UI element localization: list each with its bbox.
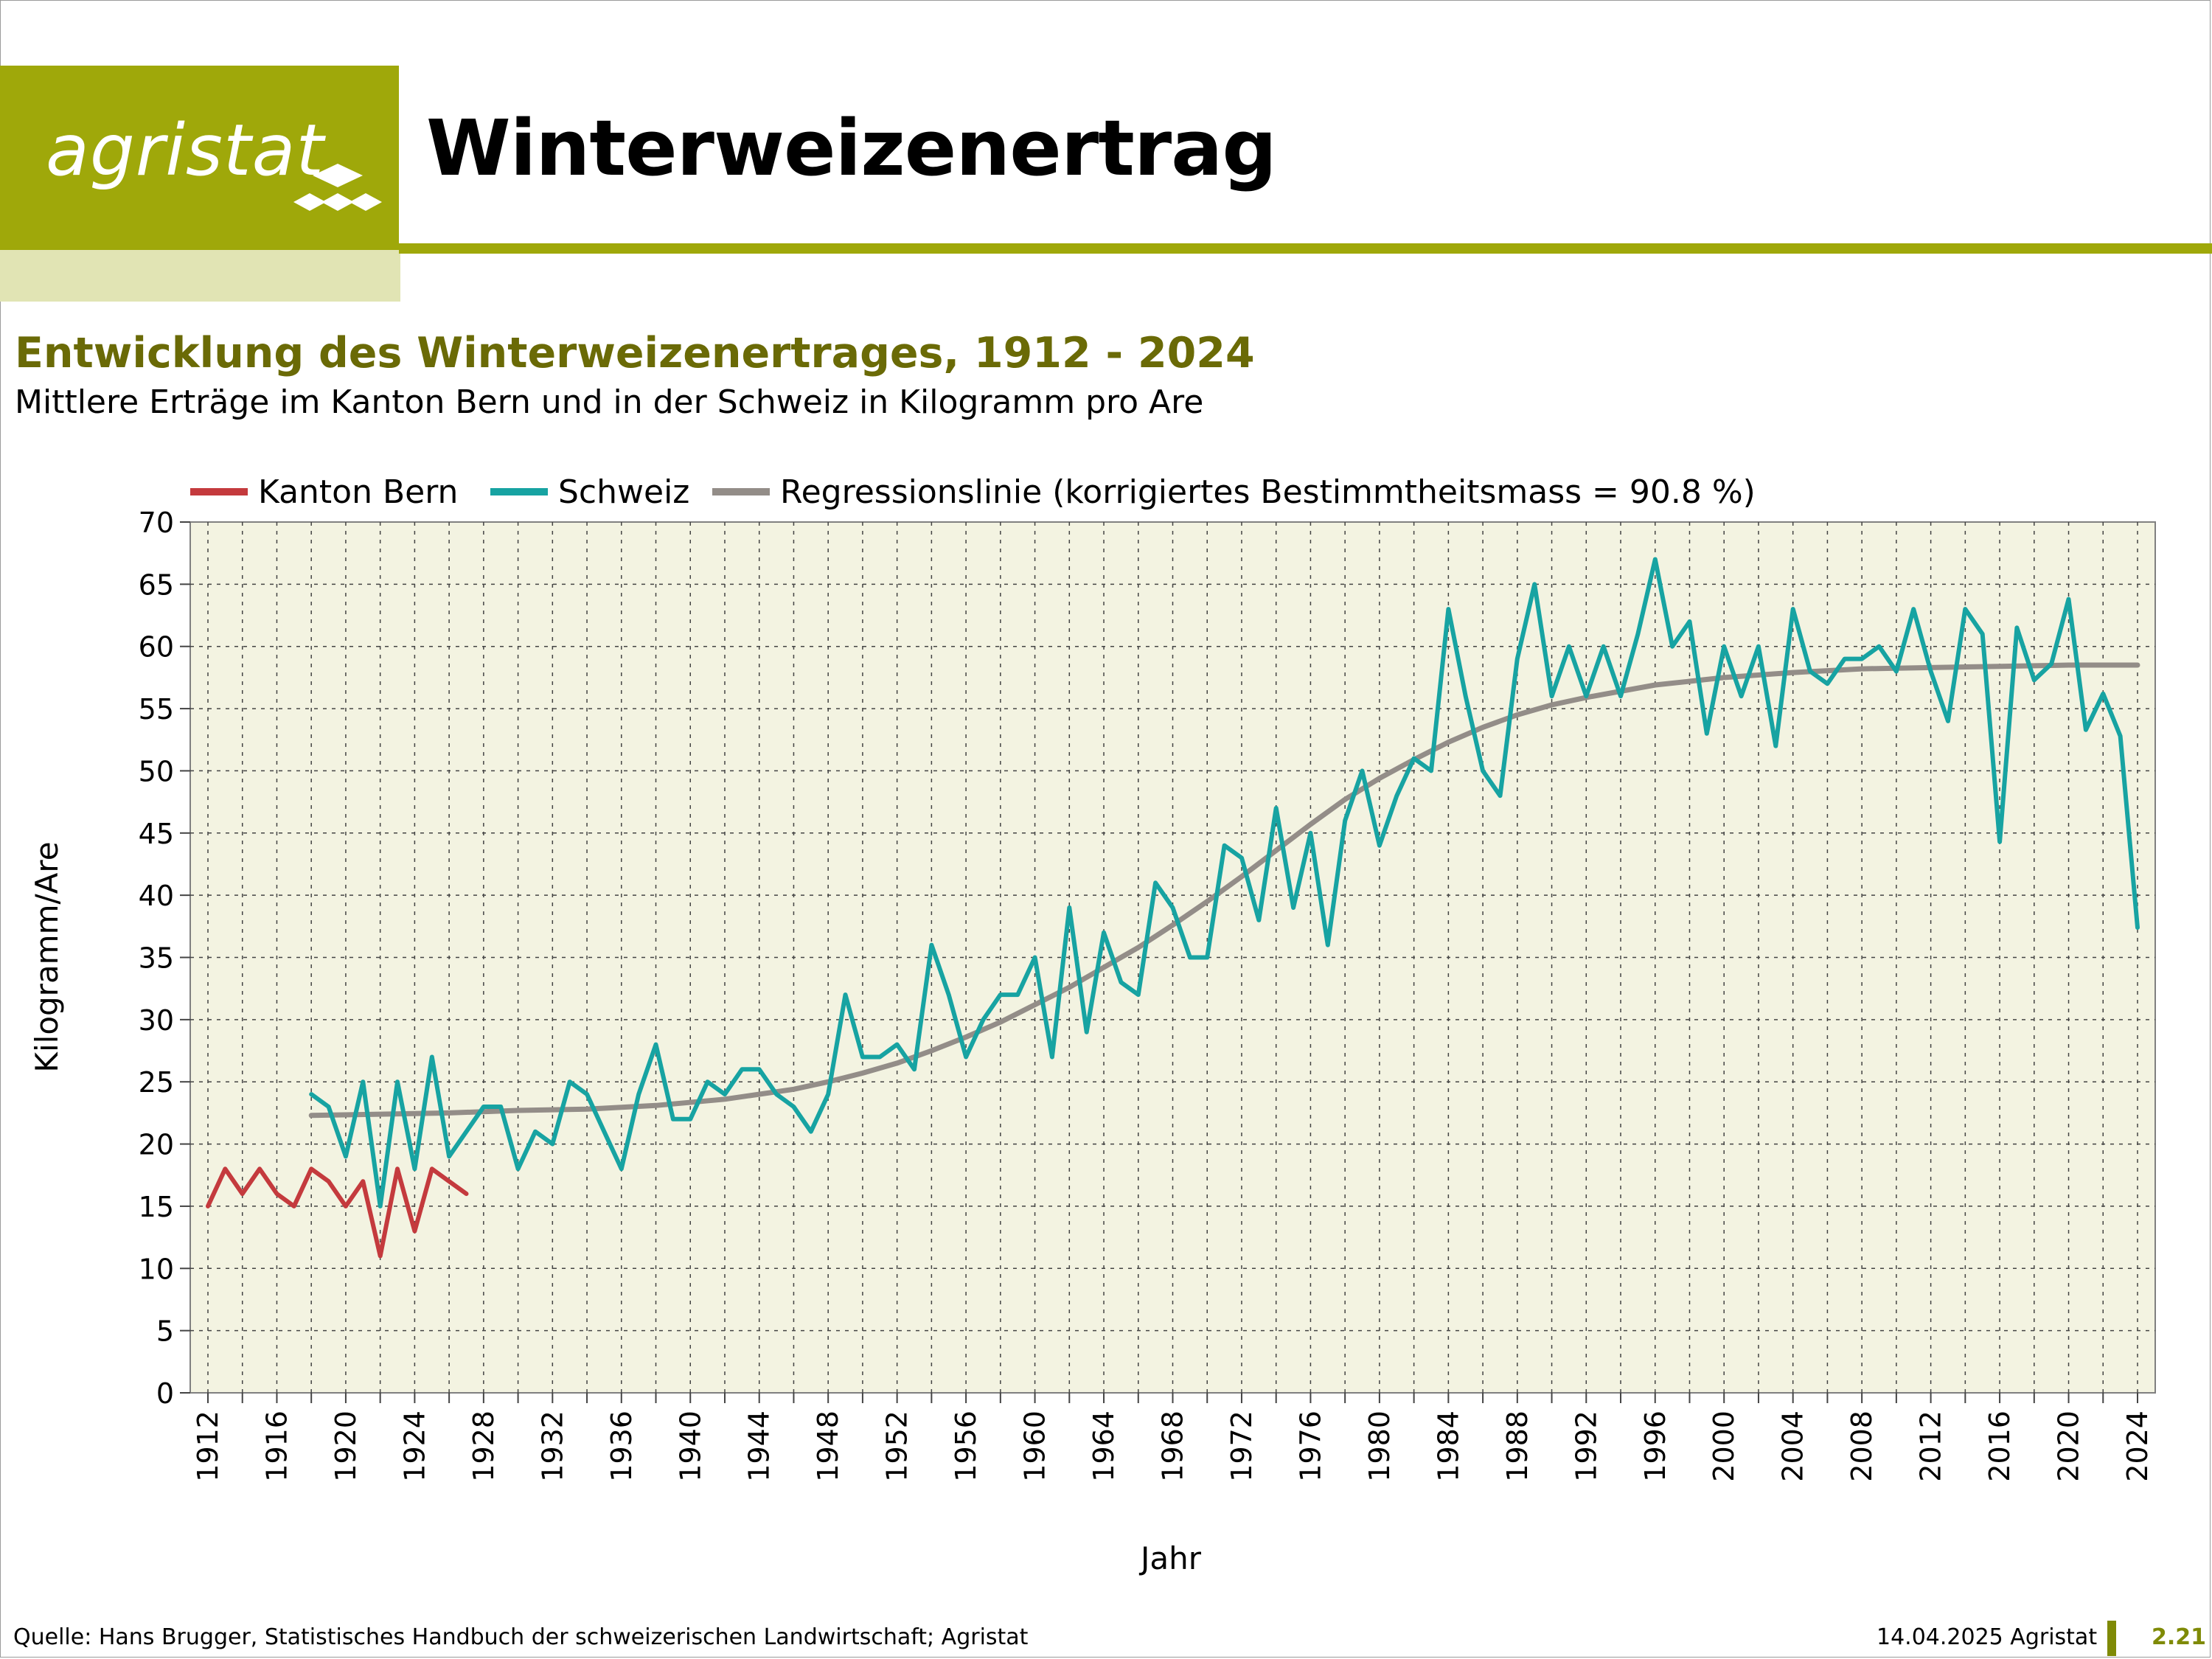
chart-subtitle: Mittlere Erträge im Kanton Bern und in d… xyxy=(15,383,1204,421)
x-tick-label: 1936 xyxy=(605,1411,638,1482)
footer-date: 14.04.2025 Agristat xyxy=(1877,1624,2098,1650)
header-rule xyxy=(399,243,2212,254)
x-tick-label: 2008 xyxy=(1846,1411,1878,1482)
y-tick-label: 40 xyxy=(139,880,174,912)
chart-legend: Kanton Bern Schweiz Regressionslinie (korr… xyxy=(190,473,1756,511)
logo-underlay xyxy=(0,250,400,302)
logo-panel xyxy=(0,66,399,250)
footer-divider xyxy=(2107,1621,2116,1656)
y-tick-label: 0 xyxy=(156,1377,174,1410)
x-tick-label: 1948 xyxy=(812,1411,844,1482)
x-tick-label: 1964 xyxy=(1088,1411,1120,1482)
legend-label: Regressionslinie (korrigiertes Bestimmth… xyxy=(780,473,1756,511)
x-tick-label: 1980 xyxy=(1363,1411,1396,1482)
x-tick-label: 1944 xyxy=(743,1411,776,1482)
y-tick-label: 50 xyxy=(139,755,174,787)
x-tick-label: 2024 xyxy=(2121,1411,2154,1482)
x-tick-label: 2020 xyxy=(2053,1411,2085,1482)
x-tick-label: 1960 xyxy=(1019,1411,1051,1482)
x-tick-label: 1912 xyxy=(192,1411,224,1482)
x-tick-label: 1988 xyxy=(1501,1411,1534,1482)
x-axis-label: Jahr xyxy=(1138,1540,1202,1576)
x-tick-label: 1968 xyxy=(1157,1411,1189,1482)
y-tick-label: 30 xyxy=(139,1004,174,1037)
y-tick-label: 25 xyxy=(139,1066,174,1099)
legend-label: Schweiz xyxy=(558,473,689,511)
y-tick-label: 65 xyxy=(139,568,174,601)
series-line-1 xyxy=(309,557,2140,1208)
series-lines xyxy=(206,557,2140,1259)
y-axis: 0 5 10 15 20 25 30 35 40 45 50 55 60 65 70 xyxy=(139,507,190,1410)
x-tick-label: 1976 xyxy=(1294,1411,1326,1482)
x-tick-label: 1940 xyxy=(674,1411,706,1482)
y-tick-label: 10 xyxy=(139,1253,174,1285)
x-tick-label: 1928 xyxy=(467,1411,500,1482)
page-title: Winterweizenertrag xyxy=(426,103,1277,193)
x-axis: 1912 1916 1920 1924 1928 1932 1936 1940 1944 1948… xyxy=(192,1393,2154,1482)
agristat-logo: agristat xyxy=(46,109,325,192)
y-tick-label: 15 xyxy=(139,1191,174,1223)
x-tick-label: 1924 xyxy=(398,1411,431,1482)
y-axis-label: Kilogramm/Are xyxy=(29,841,65,1072)
logo-diamond-icon xyxy=(293,164,382,211)
y-tick-label: 60 xyxy=(139,631,174,664)
y-tick-label: 45 xyxy=(139,818,174,850)
y-tick-label: 20 xyxy=(139,1129,174,1161)
x-tick-label: 1984 xyxy=(1432,1411,1464,1482)
x-tick-label: 2000 xyxy=(1708,1411,1740,1482)
legend-label: Kanton Bern xyxy=(258,473,458,511)
y-tick-label: 55 xyxy=(139,693,174,726)
series-line-2 xyxy=(308,662,2140,1119)
x-tick-label: 1920 xyxy=(330,1411,362,1482)
x-tick-label: 1996 xyxy=(1639,1411,1672,1482)
y-tick-label: 70 xyxy=(139,507,174,539)
page-number: 2.21 xyxy=(2152,1624,2207,1650)
x-tick-label: 2016 xyxy=(1983,1411,2016,1482)
x-tick-label: 2012 xyxy=(1915,1411,1947,1482)
footer-source: Quelle: Hans Brugger, Statistisches Hand… xyxy=(13,1624,1029,1650)
x-tick-label: 1932 xyxy=(536,1411,568,1482)
x-tick-label: 1952 xyxy=(881,1411,914,1482)
x-tick-label: 1992 xyxy=(1570,1411,1602,1482)
y-tick-label: 35 xyxy=(139,942,174,975)
x-tick-label: 1956 xyxy=(950,1411,982,1482)
y-tick-label: 5 xyxy=(156,1315,174,1348)
x-tick-label: 1972 xyxy=(1225,1411,1258,1482)
x-tick-label: 1916 xyxy=(260,1411,293,1482)
x-tick-label: 2004 xyxy=(1777,1411,1809,1482)
chart-title: Entwicklung des Winterweizenertrages, 19… xyxy=(15,329,1255,378)
series-line-0 xyxy=(206,1166,469,1259)
